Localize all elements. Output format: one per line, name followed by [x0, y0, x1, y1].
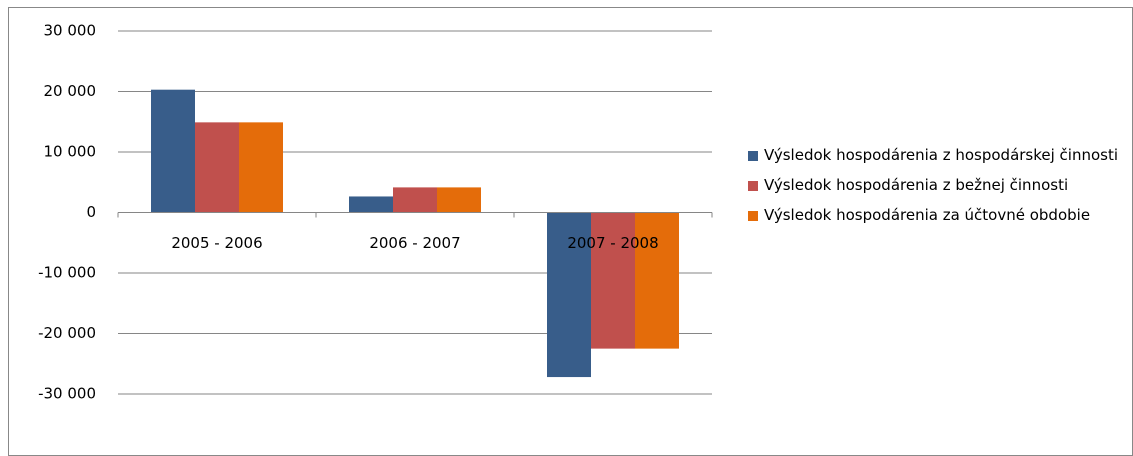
bar	[195, 122, 239, 213]
bar	[393, 187, 437, 213]
legend-item: Výsledok hospodárenia za účtovné obdobie	[748, 203, 1120, 228]
bar	[239, 122, 283, 213]
y-tick-label: 0	[86, 203, 96, 221]
legend: Výsledok hospodárenia z hospodárskej čin…	[748, 143, 1120, 233]
bar	[591, 212, 635, 349]
legend-swatch	[748, 151, 758, 161]
y-tick-label: 20 000	[44, 82, 97, 100]
legend-swatch	[748, 211, 758, 221]
y-tick-label: -10 000	[38, 264, 96, 282]
bar	[635, 212, 679, 349]
x-tick-label: 2007 - 2008	[567, 234, 658, 252]
bar	[349, 196, 393, 213]
bar	[437, 187, 481, 213]
legend-label: Výsledok hospodárenia z bežnej činnosti	[764, 176, 1069, 194]
y-tick-label: 30 000	[44, 22, 97, 40]
legend-item: Výsledok hospodárenia z hospodárskej čin…	[748, 143, 1120, 168]
bar	[547, 212, 591, 378]
y-tick-label: -30 000	[38, 385, 96, 403]
y-tick-label: 10 000	[44, 143, 97, 161]
y-tick-label: -20 000	[38, 324, 96, 342]
legend-label: Výsledok hospodárenia za účtovné obdobie	[764, 206, 1091, 224]
legend-item: Výsledok hospodárenia z bežnej činnosti	[748, 173, 1120, 198]
legend-label: Výsledok hospodárenia z hospodárskej čin…	[764, 146, 1119, 164]
x-tick-label: 2005 - 2006	[171, 234, 262, 252]
bar	[151, 89, 195, 213]
x-tick-label: 2006 - 2007	[369, 234, 460, 252]
legend-swatch	[748, 181, 758, 191]
